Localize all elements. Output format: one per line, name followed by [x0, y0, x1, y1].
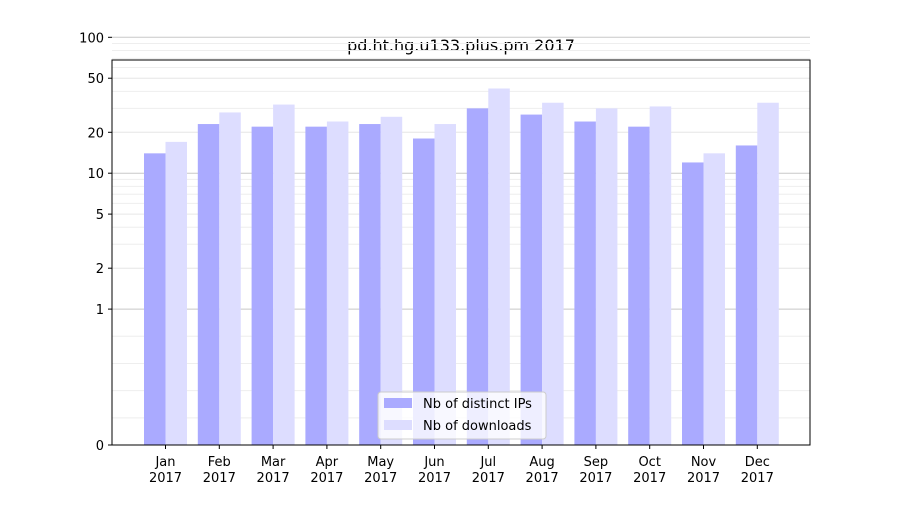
- y-tick-label: 50: [87, 72, 104, 87]
- bar-distinct-ips: [735, 145, 758, 446]
- x-tick-label-month: May: [367, 455, 394, 470]
- bar-downloads: [165, 141, 187, 445]
- bar-downloads: [542, 102, 564, 446]
- x-tick-label-month: Jan: [154, 455, 175, 470]
- bar-downloads: [326, 121, 349, 445]
- x-tick-label-year: 2017: [687, 471, 720, 486]
- x-tick-label-year: 2017: [257, 471, 290, 486]
- x-tick-label-year: 2017: [364, 471, 397, 486]
- bar-downloads: [380, 116, 403, 446]
- x-tick-label-month: Apr: [316, 455, 339, 470]
- y-axis: 0 1 2 5 10 20 50 100: [79, 31, 112, 454]
- bar-distinct-ips: [359, 124, 381, 445]
- y-tick-label: 0: [96, 439, 104, 454]
- bar-distinct-ips: [305, 126, 327, 445]
- x-tick-label-month: Sep: [584, 455, 609, 470]
- x-tick-label-month: Aug: [529, 455, 554, 470]
- x-tick-label-month: Nov: [691, 455, 717, 470]
- legend-label-ips: Nb of distinct IPs: [423, 397, 532, 412]
- bar-downloads: [273, 104, 295, 446]
- bar-downloads: [595, 108, 618, 445]
- x-tick-label-year: 2017: [741, 471, 774, 486]
- x-tick-label-month: Oct: [638, 455, 660, 470]
- x-tick-label-month: Feb: [208, 455, 231, 470]
- y-tick-label: 20: [87, 126, 104, 141]
- plot-frame: [111, 59, 811, 446]
- bar-distinct-ips: [682, 162, 704, 445]
- x-tick-label-month: Mar: [261, 455, 286, 470]
- legend-swatch-ips: [384, 398, 412, 408]
- bar-distinct-ips: [144, 153, 166, 446]
- x-tick-label-year: 2017: [633, 471, 666, 486]
- bar-downloads: [219, 112, 241, 446]
- bar-distinct-ips: [466, 108, 489, 445]
- bar-downloads: [488, 88, 510, 445]
- bar-downloads: [434, 124, 456, 445]
- chart-title: pd.ht.hg.u133.plus.pm 2017: [347, 36, 575, 55]
- legend-label-downloads: Nb of downloads: [423, 419, 532, 434]
- legend-box: [377, 391, 547, 440]
- y-tick-label: 1: [96, 303, 104, 318]
- bar-distinct-ips: [413, 138, 435, 445]
- x-tick-label-month: Jun: [423, 455, 444, 470]
- bar-downloads: [703, 153, 725, 446]
- bar-distinct-ips: [520, 114, 543, 445]
- bar-distinct-ips: [251, 126, 274, 445]
- x-axis: Jan2017Feb2017Mar2017Apr2017May2017Jun20…: [149, 445, 774, 486]
- bars: [144, 88, 779, 446]
- x-tick-label-month: Jul: [479, 455, 496, 470]
- y-tick-label: 2: [96, 262, 104, 277]
- x-tick-label-year: 2017: [579, 471, 612, 486]
- bar-downloads: [757, 102, 779, 446]
- x-tick-label-year: 2017: [472, 471, 505, 486]
- bar-distinct-ips: [628, 126, 650, 445]
- bar-distinct-ips: [197, 124, 220, 445]
- bar-downloads: [649, 106, 672, 445]
- x-tick-label-year: 2017: [149, 471, 182, 486]
- x-tick-label-month: Dec: [745, 455, 770, 470]
- y-tick-label: 10: [87, 167, 104, 182]
- legend: Nb of distinct IPs Nb of downloads: [377, 391, 547, 440]
- x-tick-label-year: 2017: [526, 471, 559, 486]
- y-tick-label: 5: [96, 208, 104, 223]
- x-tick-label-year: 2017: [418, 471, 451, 486]
- x-tick-label-year: 2017: [310, 471, 343, 486]
- x-tick-label-year: 2017: [203, 471, 236, 486]
- legend-swatch-downloads: [384, 420, 412, 430]
- y-tick-label: 100: [79, 31, 104, 46]
- bar-distinct-ips: [574, 121, 596, 445]
